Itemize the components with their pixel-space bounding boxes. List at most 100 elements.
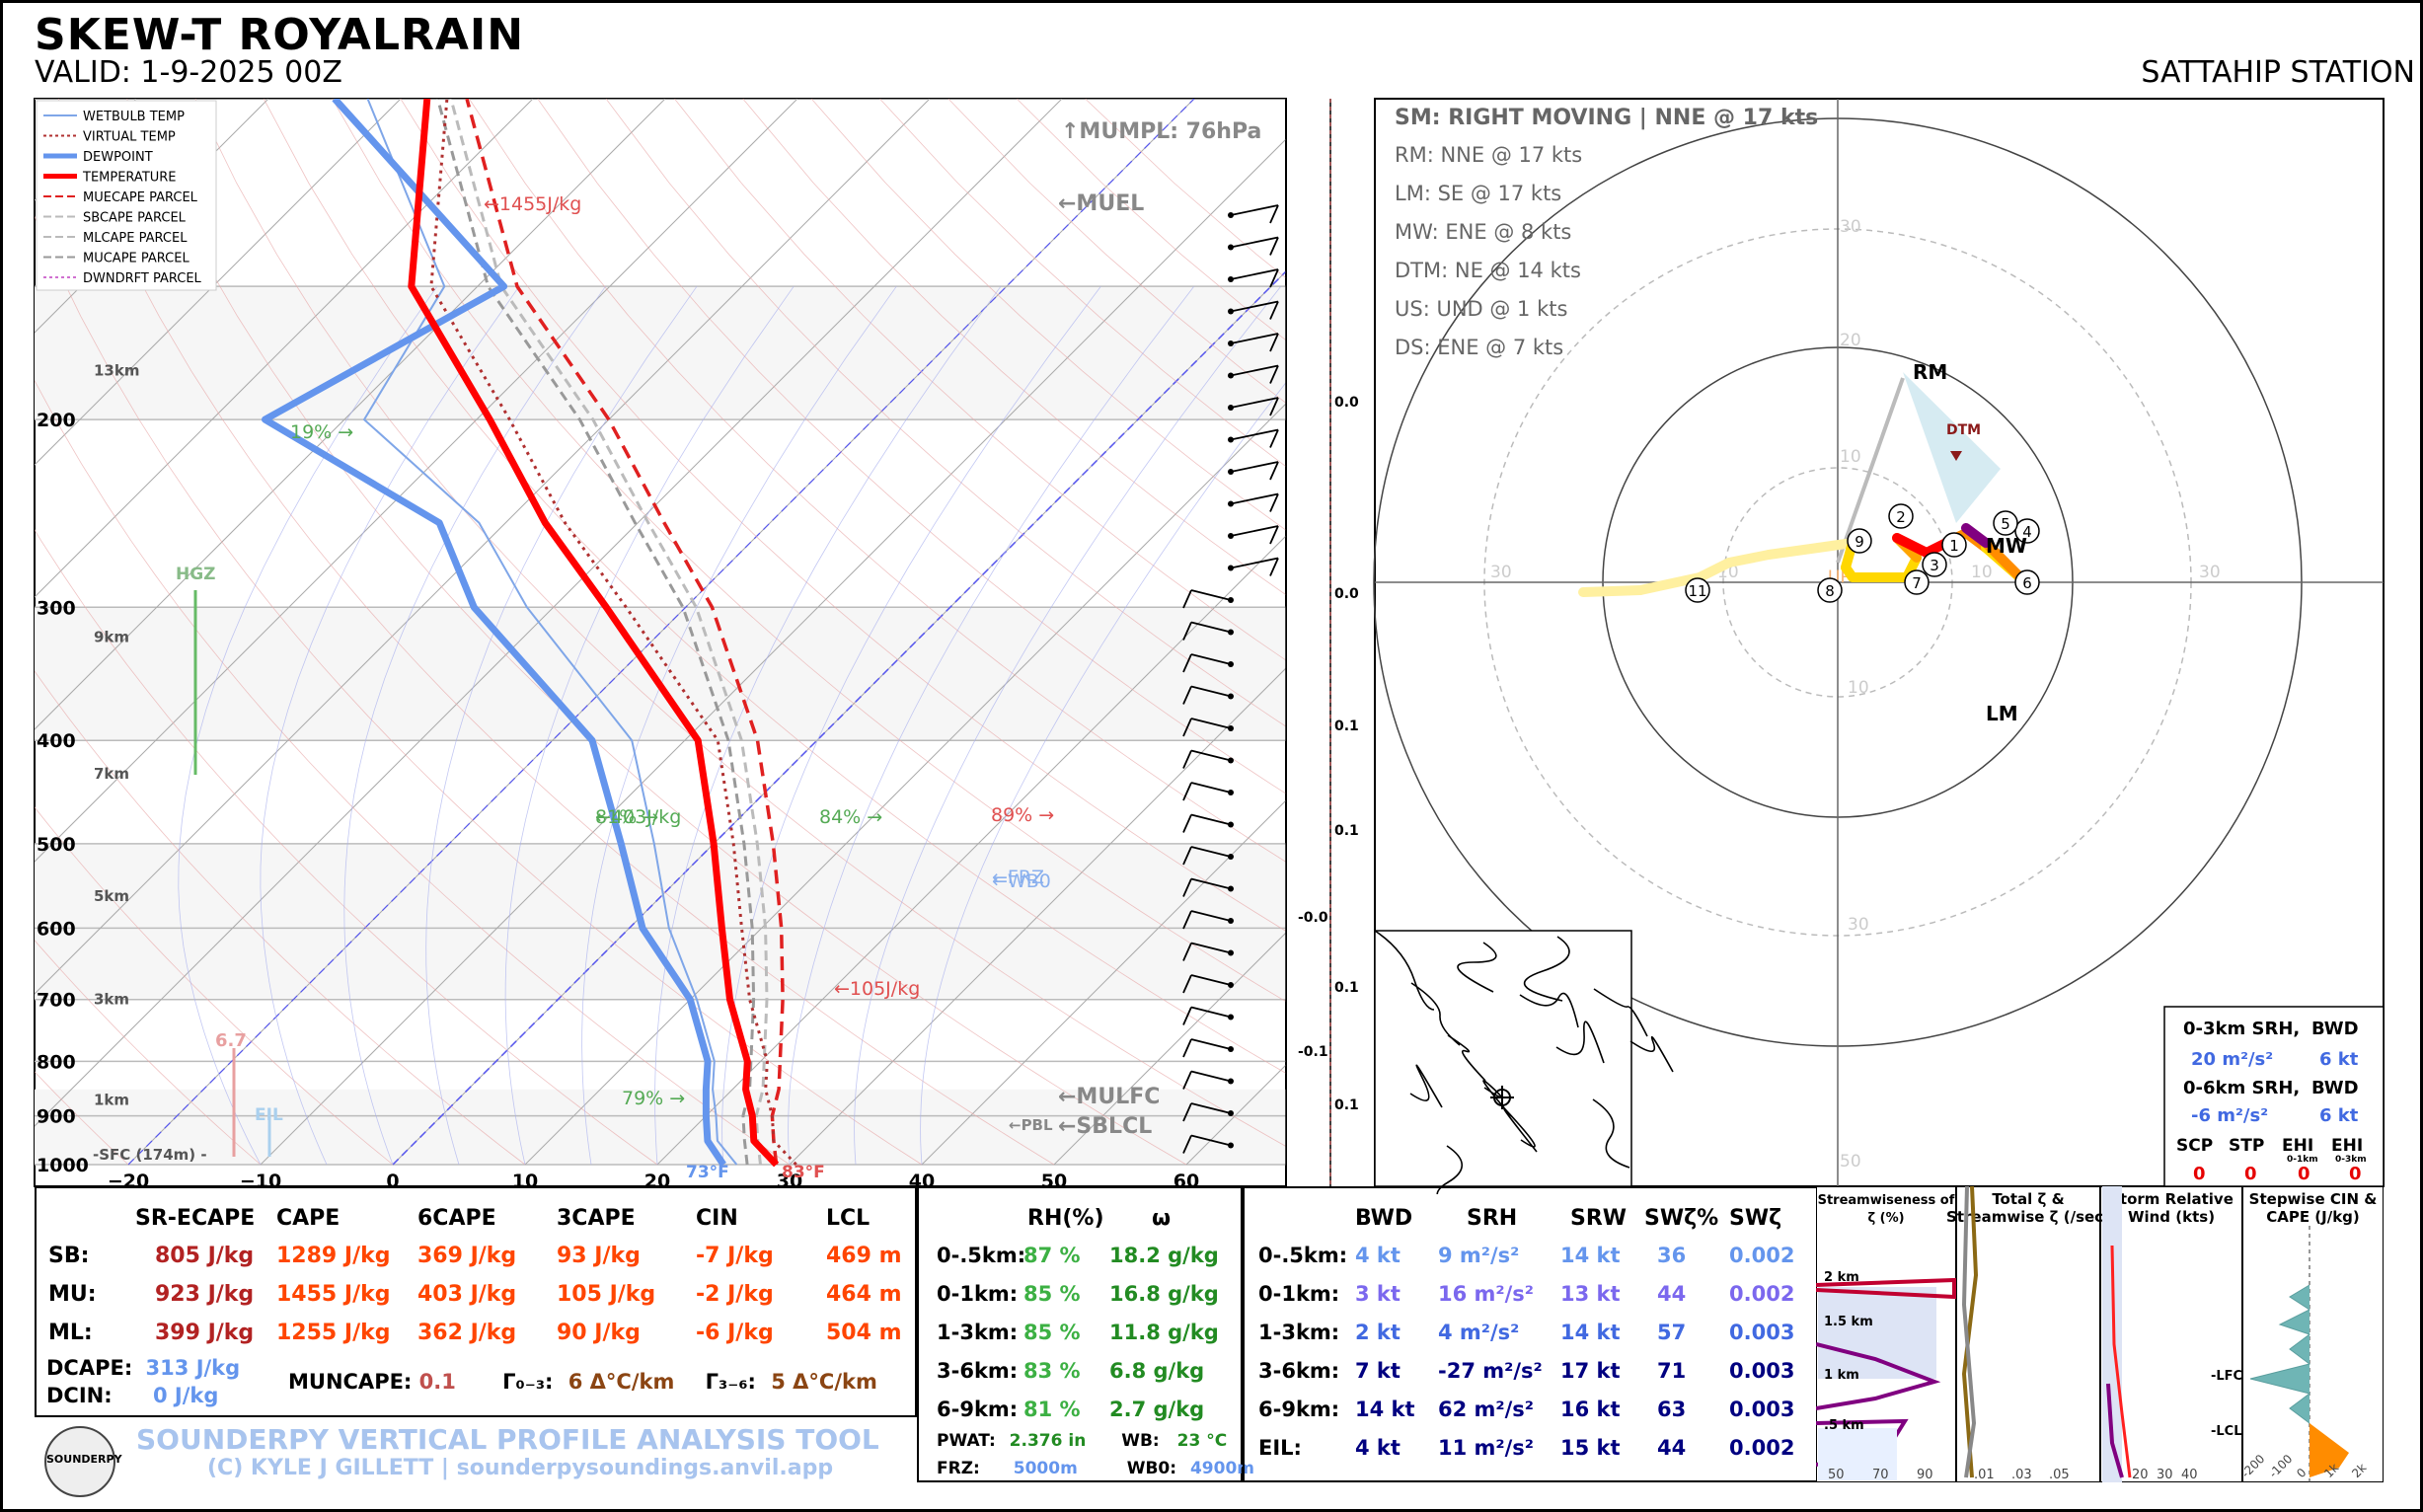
thermo-col-header: 6CAPE xyxy=(417,1206,496,1231)
kin-row-label: 6-9km: xyxy=(1258,1398,1340,1421)
wind-barb xyxy=(1190,718,1232,729)
skewt-annotation: 73°F xyxy=(686,1163,729,1182)
w-value: 18.2 g/kg xyxy=(1109,1244,1219,1267)
hodograph-point-label: 6 xyxy=(2022,574,2032,592)
kin-col-header: SRH xyxy=(1467,1206,1518,1231)
w-value: 6.8 g/kg xyxy=(1109,1359,1205,1383)
mini-profile-panels: Streamwiseness of ζ (%) Total ζ &Streamwis… xyxy=(1816,1186,2384,1482)
kin-cell: 2 kt xyxy=(1355,1321,1401,1344)
moist-adiabat xyxy=(854,285,1282,1166)
omega-label: -0.1 xyxy=(1298,1044,1328,1060)
isotherm xyxy=(35,99,931,995)
y-tick-label: 1000 xyxy=(37,1155,89,1176)
thermo-cell: 362 J/kg xyxy=(417,1321,517,1345)
wind-barb-flag xyxy=(1182,718,1192,737)
lapse-03-value: 6 Δ°C/km xyxy=(568,1370,675,1394)
skewt-annotation: ←WB0 xyxy=(992,870,1051,892)
wind-barb xyxy=(1190,942,1232,954)
wind-barb xyxy=(1230,428,1279,441)
hodograph-segment xyxy=(1578,585,1645,597)
height-label: 5km xyxy=(94,887,129,905)
frz-label: FRZ: xyxy=(937,1459,980,1478)
skewt-annotation: 81% → xyxy=(595,806,658,828)
mini-title: Wind (kts) xyxy=(2128,1208,2215,1226)
skewt-band xyxy=(35,1089,1286,1165)
dry-adiabat xyxy=(35,215,923,1166)
kin-cell: 63 xyxy=(1657,1398,1687,1421)
index-label: SCP xyxy=(2176,1136,2213,1156)
map-border xyxy=(1447,1034,1486,1082)
wind-barb xyxy=(1230,525,1279,537)
skewt-annotation: ←MUEL xyxy=(1058,191,1144,216)
hodograph-segment xyxy=(1695,558,1734,582)
sounderpy-logo: SOUNDERPY xyxy=(44,1426,122,1497)
mini-title: Streamwise ζ (/sec) xyxy=(1946,1208,2110,1226)
srh-triangle xyxy=(1903,372,2001,523)
dry-adiabat xyxy=(35,940,262,1166)
p3-line xyxy=(2110,1245,2132,1478)
y-tick-label: 800 xyxy=(37,1051,76,1073)
hodograph-point xyxy=(2014,569,2040,595)
hodograph-segment xyxy=(1961,523,1991,548)
height-label: 9km xyxy=(94,629,129,646)
moist-adiabat xyxy=(788,285,1195,1166)
kin-cell: 4 kt xyxy=(1355,1436,1401,1460)
thermo-col-header: 3CAPE xyxy=(557,1206,636,1231)
kin-cell: 3 kt xyxy=(1355,1282,1401,1306)
p1-shade2 xyxy=(1818,1428,1897,1480)
p3-tick: 40 xyxy=(2181,1468,2198,1482)
thermo-col-header: CAPE xyxy=(276,1206,341,1231)
p4-cin xyxy=(2249,1284,2311,1424)
thermo-cell: 1255 J/kg xyxy=(276,1321,391,1345)
hodograph-point-label: 9 xyxy=(1855,533,1864,551)
hodograph-point xyxy=(1685,577,1710,603)
p4-level-label: -LFC xyxy=(2211,1369,2242,1384)
wind-barb-flag xyxy=(1269,301,1279,320)
kin-cell: 17 kt xyxy=(1560,1359,1621,1383)
ehi-sub: 0-3km xyxy=(2335,1155,2367,1165)
y-tick-label: 900 xyxy=(37,1106,76,1128)
w-header: ω xyxy=(1152,1206,1172,1231)
isotherm xyxy=(524,403,1286,1166)
hodograph-point xyxy=(1904,569,1930,595)
kin-col-header: SWζ xyxy=(1729,1206,1782,1231)
kin-cell: 9 m²/s² xyxy=(1438,1244,1520,1267)
skewt-annotation: ↑MUMPL: 76hPa xyxy=(1061,119,1261,144)
mini-title: CAPE (J/kg) xyxy=(2266,1208,2360,1226)
skewt-annotation: 83°F xyxy=(782,1163,825,1182)
y-tick-label: 600 xyxy=(37,918,76,940)
w-value: 11.8 g/kg xyxy=(1109,1321,1219,1344)
moist-adiabat xyxy=(920,381,1286,1166)
dry-adiabat xyxy=(674,99,1286,661)
isotherm xyxy=(656,535,1286,1166)
p1-shade xyxy=(1818,1287,1936,1379)
p1-tick: 50 xyxy=(1828,1468,1845,1482)
wind-barb xyxy=(1190,877,1232,890)
legend-label: WETBULB TEMP xyxy=(83,110,185,124)
dry-adiabat xyxy=(35,529,658,1166)
hodograph-point xyxy=(1993,510,2018,536)
kin-cell: 4 m²/s² xyxy=(1438,1321,1520,1344)
wind-barb xyxy=(1190,974,1232,986)
thermo-cell: 369 J/kg xyxy=(417,1244,517,1268)
dry-adiabat xyxy=(742,99,1286,596)
skewt-annotation: ←SBLCL xyxy=(1058,1114,1152,1139)
kin-cell: 7 kt xyxy=(1355,1359,1401,1383)
bwd-06-value: 6 kt xyxy=(2319,1105,2359,1126)
kin-cell: 44 xyxy=(1657,1436,1687,1460)
kin-col-header: SRW xyxy=(1570,1206,1628,1231)
dry-adiabat xyxy=(35,1071,129,1166)
index-label: EHI xyxy=(2282,1136,2313,1156)
p1-tick: 70 xyxy=(1872,1468,1889,1482)
wind-barb-flag xyxy=(1182,653,1192,673)
hodograph-marker: DTM xyxy=(1946,422,1981,438)
hodograph-point-label: 1 xyxy=(1949,537,1959,555)
height-label: 3km xyxy=(94,991,129,1009)
legend-label: MLCAPE PARCEL xyxy=(83,231,188,246)
skewt-annotation: ←1455J/kg xyxy=(484,193,581,215)
wind-barb-flag xyxy=(1269,204,1279,224)
dry-adiabat xyxy=(605,99,1286,727)
bwd-03-label: BWD xyxy=(2311,1019,2359,1039)
map-border xyxy=(1519,992,1579,1028)
srh-03-value: 20 m²/s² xyxy=(2191,1049,2273,1070)
